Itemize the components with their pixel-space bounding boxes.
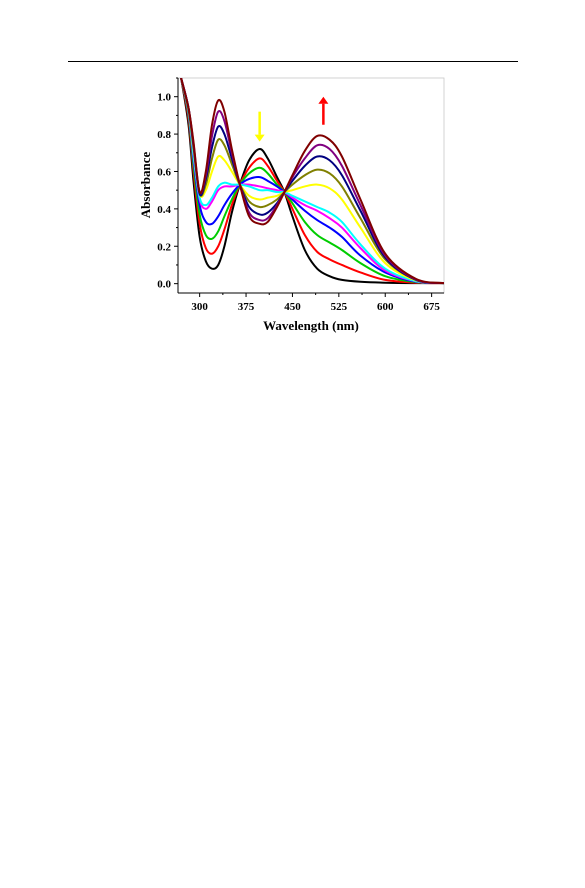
y-tick-label: 0.8 <box>157 129 171 141</box>
yellow-down-arrow-head <box>254 134 265 142</box>
absorbance-spectra-chart: 300 375 450 525 600 675 0.0 0.2 0.4 0.6 0.8 1.0 Wav… <box>138 77 445 333</box>
series-line-2 <box>180 78 444 285</box>
x-tick-label: 300 <box>191 301 208 313</box>
x-tick-label: 600 <box>377 301 394 313</box>
y-tick-label: 0.2 <box>157 241 171 253</box>
page-top-rule <box>68 61 518 62</box>
y-tick-label: 0.6 <box>157 166 171 178</box>
y-tick-label: 0.0 <box>157 279 171 291</box>
y-tick-label: 1.0 <box>157 92 171 104</box>
y-tick-label: 0.4 <box>157 204 171 216</box>
x-tick-label: 375 <box>238 301 255 313</box>
series-line-4 <box>180 78 444 285</box>
x-tick-label: 525 <box>331 301 348 313</box>
x-tick-label: 450 <box>284 301 301 313</box>
series-line-1 <box>180 78 444 285</box>
x-axis-label: Wavelength (nm) <box>263 318 359 333</box>
series-line-5 <box>180 78 444 285</box>
series-line-6 <box>180 78 444 285</box>
series-line-11 <box>180 78 444 285</box>
x-tick-label: 675 <box>423 301 440 313</box>
series-line-3 <box>180 78 444 285</box>
series-line-7 <box>180 78 444 285</box>
red-up-arrow-head <box>318 96 329 104</box>
series-line-8 <box>180 78 444 285</box>
y-axis-label: Absorbance <box>138 152 153 219</box>
